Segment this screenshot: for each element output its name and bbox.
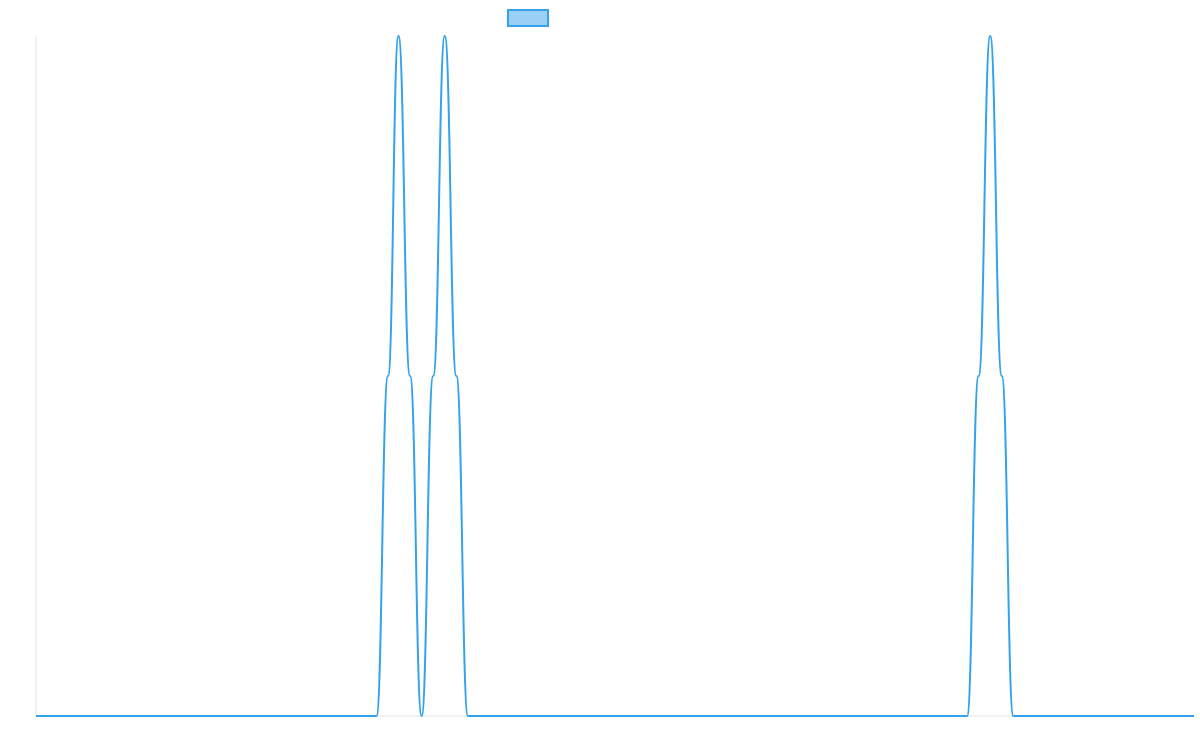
legend[interactable] — [507, 9, 549, 27]
legend-swatch[interactable] — [507, 9, 549, 27]
series-line-1 — [36, 35, 1194, 718]
series-group — [36, 35, 1194, 718]
axes — [35, 36, 1194, 717]
